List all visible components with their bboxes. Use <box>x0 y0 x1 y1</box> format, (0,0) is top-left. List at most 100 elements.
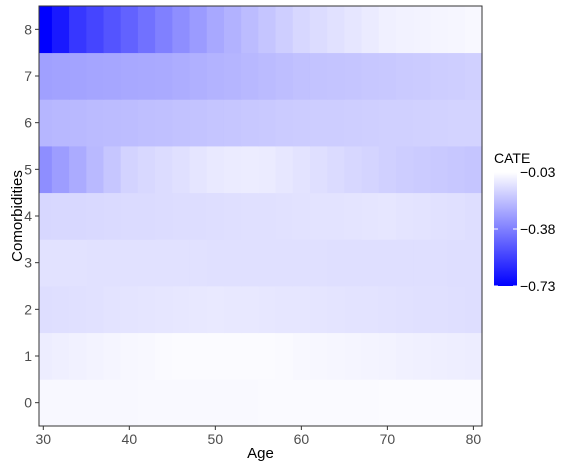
heatmap-cell <box>309 239 328 287</box>
heatmap-cell <box>395 99 414 147</box>
heatmap-cell <box>292 286 311 334</box>
heatmap-cell <box>206 379 225 427</box>
heatmap-cell <box>309 52 328 100</box>
heatmap-cell <box>258 239 277 287</box>
x-axis-title: Age <box>247 445 274 462</box>
heatmap-cell <box>464 99 483 147</box>
legend-ticks: −0.03 −0.38 −0.73 <box>494 164 556 294</box>
heatmap-cell <box>86 52 105 100</box>
heatmap-cell <box>39 192 53 240</box>
heatmap-cell <box>361 332 380 380</box>
x-tick-label: 30 <box>36 431 52 447</box>
heatmap-cell <box>258 192 277 240</box>
heatmap-cell <box>103 239 122 287</box>
heatmap-cell <box>206 286 225 334</box>
heatmap-cell <box>137 192 156 240</box>
heatmap-cell <box>413 192 431 240</box>
heatmap-cell <box>103 6 122 54</box>
heatmap-cell <box>327 146 345 194</box>
heatmap-cell <box>155 99 173 147</box>
heatmap-cell <box>69 192 87 240</box>
heatmap-cell <box>447 286 466 334</box>
heatmap-cell <box>430 52 449 100</box>
heatmap-cell <box>378 192 397 240</box>
heatmap-cell <box>258 52 277 100</box>
heatmap-cell <box>361 192 380 240</box>
heatmap-cell <box>309 99 328 147</box>
heatmap-cell <box>103 332 122 380</box>
heatmap-cell <box>464 379 483 427</box>
heatmap-cell <box>464 146 483 194</box>
heatmap-cell <box>51 332 70 380</box>
heatmap-cell <box>137 286 156 334</box>
heatmap-cell <box>103 146 122 194</box>
heatmap-cell <box>137 332 156 380</box>
heatmap-cell <box>172 6 191 54</box>
heatmap-cell <box>86 192 105 240</box>
heatmap-cell <box>361 286 380 334</box>
heatmap-cell <box>378 379 397 427</box>
heatmap-cells <box>39 6 483 427</box>
heatmap-cell <box>309 379 328 427</box>
heatmap-cell <box>39 239 53 287</box>
heatmap-cell <box>447 6 466 54</box>
y-tick-label: 3 <box>24 255 32 271</box>
heatmap-cell <box>189 379 208 427</box>
heatmap-cell <box>447 239 466 287</box>
heatmap-cell <box>155 6 173 54</box>
heatmap-cell <box>430 332 449 380</box>
legend-label: −0.03 <box>520 164 556 180</box>
heatmap-cell <box>292 192 311 240</box>
heatmap-cell <box>413 146 431 194</box>
heatmap-cell <box>413 99 431 147</box>
heatmap-cell <box>395 52 414 100</box>
heatmap-cell <box>172 379 191 427</box>
heatmap-cell <box>344 192 363 240</box>
heatmap-cell <box>275 239 294 287</box>
heatmap-cell <box>51 379 70 427</box>
heatmap-cell <box>223 146 242 194</box>
heatmap-cell <box>155 379 173 427</box>
heatmap-cell <box>172 146 191 194</box>
heatmap-cell <box>86 379 105 427</box>
heatmap-cell <box>206 192 225 240</box>
heatmap-cell <box>361 239 380 287</box>
heatmap-cell <box>189 6 208 54</box>
heatmap-cell <box>275 286 294 334</box>
heatmap-cell <box>189 99 208 147</box>
heatmap-cell <box>39 146 53 194</box>
heatmap-cell <box>464 286 483 334</box>
x-tick-label: 60 <box>294 431 310 447</box>
heatmap-cell <box>189 192 208 240</box>
heatmap-cell <box>292 239 311 287</box>
y-tick-label: 2 <box>24 301 32 317</box>
heatmap-cell <box>51 239 70 287</box>
heatmap-cell <box>103 379 122 427</box>
heatmap-cell <box>86 286 105 334</box>
heatmap-cell <box>206 146 225 194</box>
heatmap-cell <box>155 192 173 240</box>
heatmap-cell <box>344 6 363 54</box>
heatmap-cell <box>378 332 397 380</box>
y-tick-label: 1 <box>24 348 32 364</box>
heatmap-cell <box>51 6 70 54</box>
heatmap-cell <box>39 332 53 380</box>
heatmap-cell <box>137 146 156 194</box>
heatmap-cell <box>361 379 380 427</box>
heatmap-cell <box>327 239 345 287</box>
heatmap-cell <box>447 192 466 240</box>
heatmap-cell <box>413 332 431 380</box>
heatmap-cell <box>275 192 294 240</box>
heatmap-cell <box>86 99 105 147</box>
y-tick-label: 4 <box>24 208 32 224</box>
heatmap-cell <box>292 52 311 100</box>
heatmap-cell <box>69 6 87 54</box>
heatmap-cell <box>206 239 225 287</box>
heatmap-cell <box>155 286 173 334</box>
heatmap-cell <box>103 286 122 334</box>
heatmap-cell <box>327 99 345 147</box>
heatmap-cell <box>258 332 277 380</box>
heatmap-cell <box>51 52 70 100</box>
heatmap-cell <box>69 332 87 380</box>
